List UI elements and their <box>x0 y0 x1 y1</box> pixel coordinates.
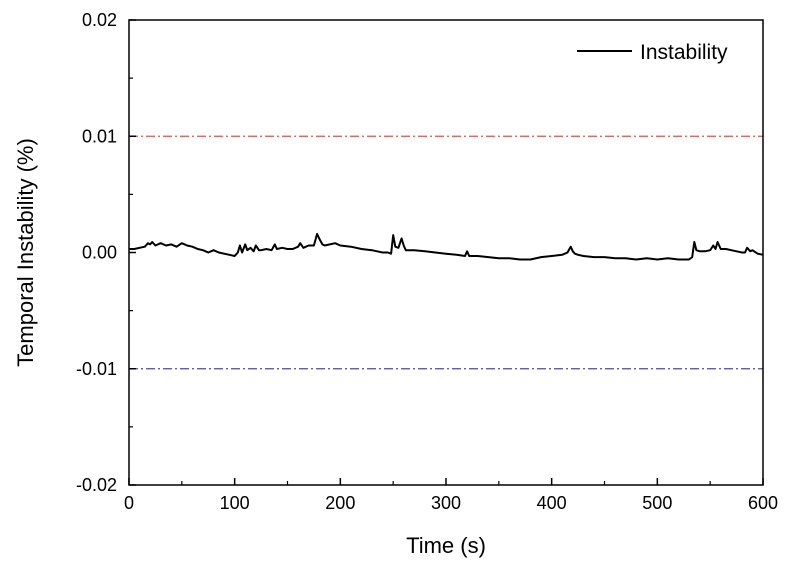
x-axis-title: Time (s) <box>406 533 486 558</box>
legend-label-instability: Instability <box>640 41 728 64</box>
plot-frame <box>128 19 764 486</box>
x-tick-label: 0 <box>124 493 134 513</box>
x-tick-label: 100 <box>220 493 250 513</box>
y-tick-label: -0.01 <box>76 359 117 379</box>
x-tick-label: 400 <box>537 493 567 513</box>
x-tick-label: 300 <box>431 493 461 513</box>
x-tick-label: 200 <box>325 493 355 513</box>
x-axis-ticks: 0 100 200 300 400 500 600 <box>124 478 778 513</box>
x-tick-label: 500 <box>642 493 672 513</box>
y-tick-label: -0.02 <box>76 475 117 495</box>
legend: Instability <box>577 41 728 64</box>
reference-lines <box>129 135 763 370</box>
y-tick-label: 0.00 <box>82 243 117 263</box>
y-axis-title: Temporal Instability (%) <box>13 138 38 367</box>
series-line-instability <box>129 232 764 261</box>
x-tick-label: 600 <box>748 493 778 513</box>
y-tick-label: 0.01 <box>82 126 117 146</box>
y-axis-ticks: -0.02 -0.01 0.00 0.01 0.02 <box>76 10 136 495</box>
y-tick-label: 0.02 <box>82 10 117 30</box>
series-layer <box>129 232 764 261</box>
